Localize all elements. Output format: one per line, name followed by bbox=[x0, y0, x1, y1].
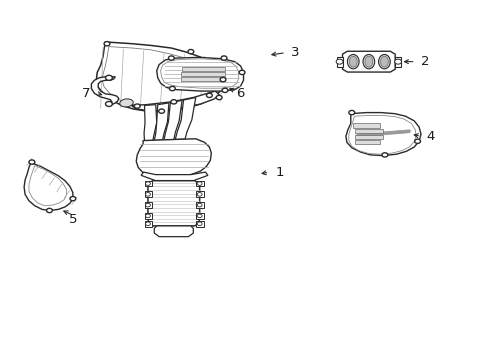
Circle shape bbox=[145, 203, 150, 207]
Polygon shape bbox=[342, 51, 394, 72]
Polygon shape bbox=[354, 135, 382, 139]
Circle shape bbox=[145, 182, 150, 185]
Circle shape bbox=[29, 160, 35, 164]
Polygon shape bbox=[195, 181, 203, 186]
Circle shape bbox=[145, 214, 150, 218]
Ellipse shape bbox=[364, 56, 372, 67]
Polygon shape bbox=[354, 140, 379, 144]
Circle shape bbox=[335, 59, 342, 64]
Polygon shape bbox=[91, 77, 119, 105]
Text: 6: 6 bbox=[236, 87, 244, 100]
Circle shape bbox=[197, 222, 202, 226]
Polygon shape bbox=[354, 129, 382, 134]
Polygon shape bbox=[144, 105, 157, 141]
Polygon shape bbox=[144, 221, 152, 226]
Polygon shape bbox=[96, 42, 224, 111]
Polygon shape bbox=[195, 213, 203, 219]
Polygon shape bbox=[163, 100, 182, 140]
Circle shape bbox=[145, 222, 150, 226]
Circle shape bbox=[105, 75, 112, 80]
Circle shape bbox=[221, 56, 226, 60]
Polygon shape bbox=[394, 57, 400, 67]
Polygon shape bbox=[181, 67, 224, 71]
Polygon shape bbox=[195, 202, 203, 208]
Circle shape bbox=[145, 193, 150, 196]
Polygon shape bbox=[144, 192, 152, 197]
Circle shape bbox=[134, 104, 140, 108]
Text: 4: 4 bbox=[426, 130, 434, 143]
Polygon shape bbox=[144, 202, 152, 208]
Circle shape bbox=[220, 77, 225, 82]
Circle shape bbox=[197, 203, 202, 207]
Circle shape bbox=[46, 208, 52, 213]
Circle shape bbox=[169, 86, 175, 91]
Circle shape bbox=[187, 49, 193, 54]
Circle shape bbox=[394, 59, 401, 64]
Ellipse shape bbox=[346, 54, 358, 69]
Polygon shape bbox=[144, 181, 152, 186]
Polygon shape bbox=[181, 77, 224, 81]
Polygon shape bbox=[157, 57, 243, 91]
Polygon shape bbox=[336, 57, 342, 67]
Circle shape bbox=[168, 56, 174, 60]
Text: 2: 2 bbox=[420, 55, 428, 68]
Circle shape bbox=[348, 111, 354, 115]
Circle shape bbox=[170, 100, 176, 104]
Polygon shape bbox=[131, 91, 219, 111]
Circle shape bbox=[216, 95, 222, 100]
Polygon shape bbox=[195, 192, 203, 197]
Circle shape bbox=[414, 139, 420, 143]
Polygon shape bbox=[175, 98, 195, 139]
Ellipse shape bbox=[378, 54, 389, 69]
Circle shape bbox=[239, 70, 244, 75]
Polygon shape bbox=[345, 113, 420, 156]
Polygon shape bbox=[136, 139, 211, 176]
Polygon shape bbox=[181, 72, 224, 76]
Circle shape bbox=[206, 93, 212, 98]
Circle shape bbox=[158, 109, 164, 113]
Text: 3: 3 bbox=[291, 46, 299, 59]
Circle shape bbox=[104, 41, 110, 46]
Ellipse shape bbox=[380, 56, 387, 67]
Circle shape bbox=[381, 153, 387, 157]
Circle shape bbox=[105, 102, 112, 107]
Ellipse shape bbox=[348, 56, 356, 67]
Polygon shape bbox=[154, 226, 193, 237]
Text: 5: 5 bbox=[68, 213, 77, 226]
Circle shape bbox=[197, 193, 202, 196]
Polygon shape bbox=[141, 172, 207, 181]
Text: 7: 7 bbox=[81, 87, 90, 100]
Text: 1: 1 bbox=[275, 166, 283, 179]
Circle shape bbox=[70, 197, 76, 201]
Polygon shape bbox=[352, 123, 379, 128]
Polygon shape bbox=[154, 103, 168, 140]
Ellipse shape bbox=[120, 99, 133, 107]
Polygon shape bbox=[148, 181, 199, 226]
Polygon shape bbox=[24, 163, 73, 211]
Ellipse shape bbox=[362, 54, 374, 69]
Circle shape bbox=[222, 88, 227, 93]
Circle shape bbox=[197, 214, 202, 218]
Polygon shape bbox=[144, 213, 152, 219]
Circle shape bbox=[197, 182, 202, 185]
Polygon shape bbox=[195, 221, 203, 226]
